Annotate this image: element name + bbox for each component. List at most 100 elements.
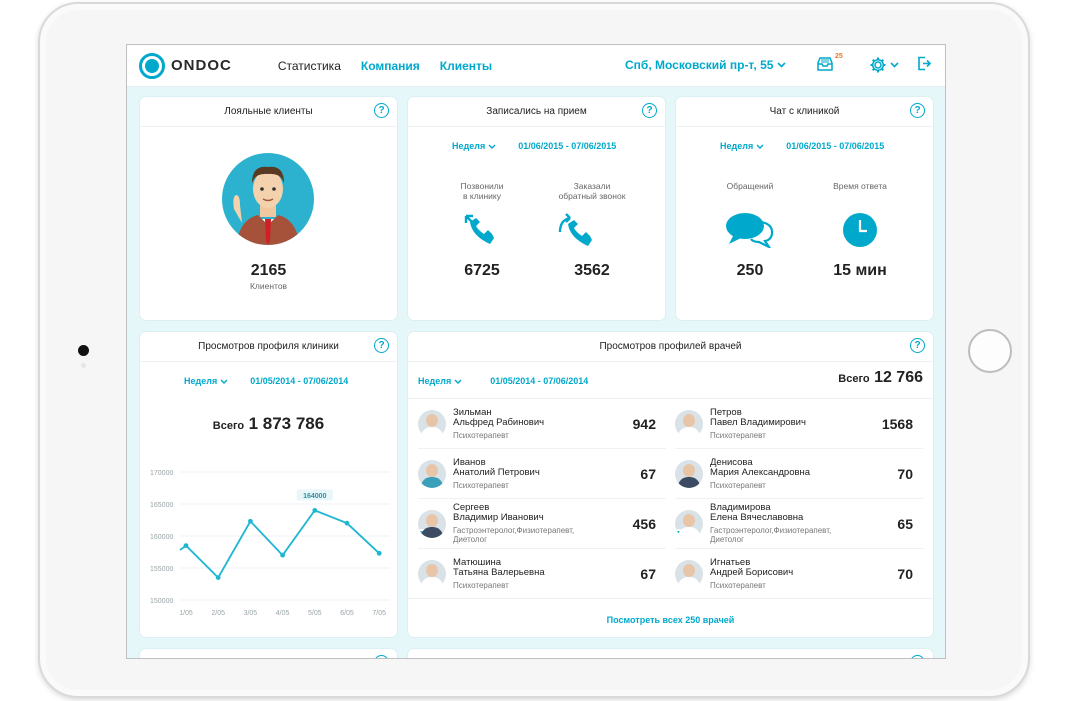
incoming-call-icon <box>464 214 494 244</box>
address-selector[interactable]: Спб, Московский пр-т, 55 <box>625 58 787 72</box>
doctor-info: Сергеев Владимир Иванович Гастроэнтеролог,… <box>453 503 574 545</box>
divider <box>675 498 923 499</box>
chevron-down-icon <box>454 379 462 384</box>
date-range[interactable]: 01/06/2015 - 07/06/2015 <box>786 141 885 151</box>
period-dropdown[interactable]: Неделя <box>720 141 764 151</box>
data-point <box>312 508 318 513</box>
chat-card: Чат с клиникой ? Неделя 01/06/2015 - 07/… <box>676 97 933 320</box>
period-label: Неделя <box>184 376 218 386</box>
doctor-name: Павел Владимирович <box>710 416 806 428</box>
help-icon[interactable]: ? <box>910 338 925 353</box>
period-dropdown[interactable]: Неделя <box>418 376 462 386</box>
card-header: Просмотров профилей врачей ? <box>408 332 933 362</box>
doctor-row[interactable]: Зильман Альфред Рабинович Психотерапевт 942 <box>418 399 666 448</box>
x-tick-label: 2/05 <box>211 610 225 617</box>
chevron-down-icon <box>756 144 764 149</box>
nav-company[interactable]: Компания <box>360 58 420 73</box>
logo[interactable]: ONDOC <box>139 52 232 79</box>
help-icon[interactable]: ? <box>374 655 389 658</box>
card-title: Чат с клиникой <box>769 106 840 117</box>
card-title: Просмотров профиля клиники <box>198 341 339 352</box>
doctor-specialty-line: Диетолог <box>453 535 488 544</box>
date-range[interactable]: 01/05/2014 - 07/06/2014 <box>250 376 349 386</box>
doctor-info: Зильман Альфред Рабинович Психотерапевт <box>453 407 544 440</box>
see-all-doctors-link[interactable]: Посмотреть всех 250 врачей <box>606 615 735 625</box>
doctor-specialty: Психотерапевт <box>453 431 544 440</box>
doctor-view-count: 1568 <box>881 415 913 432</box>
main-nav: Статистика Компания Клиенты <box>278 59 492 73</box>
period-label: Неделя <box>452 141 486 151</box>
doctor-name: Владимир Иванович <box>453 512 544 523</box>
doctor-name: Мария Александровна <box>710 466 811 478</box>
x-tick-label: 7/05 <box>372 610 386 617</box>
period-label: Неделя <box>418 376 452 386</box>
doctor-avatar <box>675 409 703 438</box>
doctor-surname: Матюшина <box>453 556 502 568</box>
period-dropdown[interactable]: Неделя <box>184 376 228 386</box>
doctor-row[interactable]: Игнатьев Андрей Борисович Психотерапевт 70 <box>675 549 923 598</box>
next-card: ? <box>140 649 397 658</box>
doctor-view-count: 67 <box>640 565 656 582</box>
doctor-info: Игнатьев Андрей Борисович Психотерапевт <box>710 557 793 590</box>
period-dropdown[interactable]: Неделя <box>452 141 496 151</box>
date-filter: Неделя 01/06/2015 - 07/06/2015 <box>720 141 884 151</box>
help-icon[interactable]: ? <box>374 338 389 353</box>
doctor-avatar <box>675 459 703 488</box>
appointments-card: Записались на прием ? Неделя 01/06/2015 … <box>408 97 665 320</box>
doctor-specialty: Гастроэнтеролог,Физиотерапевт, Диетолог <box>710 526 831 544</box>
online-status-icon <box>418 528 427 538</box>
called-label: Позвонили в клинику <box>460 181 504 201</box>
date-range[interactable]: 01/06/2015 - 07/06/2015 <box>518 141 617 151</box>
help-icon[interactable]: ? <box>910 655 925 658</box>
doctor-specialty: Психотерапевт <box>710 581 793 590</box>
doctor-row[interactable]: Матюшина Татьяна Валерьевна Психотерапевт 6… <box>418 549 666 598</box>
doctor-row[interactable]: Денисова Мария Александровна Психотерапевт… <box>675 449 923 498</box>
doctor-info: Петров Павел Владимирович Психотерапевт <box>710 406 806 440</box>
doctor-surname: Владимирова <box>710 502 771 513</box>
doctor-row[interactable]: Иванов Анатолий Петрович Психотерапевт 67 <box>418 449 666 498</box>
help-icon[interactable]: ? <box>642 103 657 118</box>
divider <box>675 548 923 549</box>
client-avatar <box>222 153 314 245</box>
help-icon[interactable]: ? <box>910 103 925 118</box>
logout-icon <box>918 56 932 71</box>
doctor-specialty-line: Гастроэнтеролог,Физиотерапевт, <box>710 526 832 535</box>
divider <box>418 548 666 549</box>
doctor-specialty-line: Диетолог <box>710 535 745 544</box>
doctor-specialty: Гастроэнтеролог,Физиотерапевт, Диетолог <box>453 526 574 544</box>
data-point <box>183 543 189 548</box>
doctor-row[interactable]: Петров Павел Владимирович Психотерапевт 156… <box>675 399 923 448</box>
doctor-view-count: 70 <box>897 565 913 582</box>
inbox-button[interactable]: 25 <box>816 53 843 72</box>
doctor-avatar <box>675 559 703 588</box>
doctor-view-count: 70 <box>897 465 913 482</box>
nav-statistics[interactable]: Статистика <box>277 58 341 73</box>
doctor-info: Денисова Мария Александровна Психотерапевт <box>710 457 811 490</box>
doctor-row[interactable]: Сергеев Владимир Иванович Гастроэнтеролог,… <box>418 499 666 548</box>
date-range[interactable]: 01/05/2014 - 07/06/2014 <box>490 376 589 386</box>
profile-views-card: Просмотров профиля клиники ? Неделя 01/0… <box>140 332 397 637</box>
help-icon[interactable]: ? <box>374 103 389 118</box>
doctor-specialty: Психотерапевт <box>710 481 810 490</box>
divider <box>408 398 933 399</box>
home-button[interactable] <box>968 329 1012 373</box>
doctor-name: Елена Вячеславовна <box>710 512 804 523</box>
settings-button[interactable] <box>869 56 899 74</box>
logout-button[interactable] <box>917 56 932 71</box>
card-header: Лояльные клиенты ? <box>140 97 397 127</box>
profile-views-chart: 170000 165000 160000 155000 150000 1/05 2/05 3/… <box>150 470 390 617</box>
callback-value: 3562 <box>574 262 610 279</box>
doctor-info: Матюшина Татьяна Валерьевна Психотерапевт <box>453 556 545 590</box>
nav-clients[interactable]: Клиенты <box>439 58 493 73</box>
doctor-surname: Петров <box>710 406 742 418</box>
x-tick-label: 6/05 <box>340 610 354 617</box>
doctor-specialty-line: Психотерапевт <box>453 580 509 590</box>
loyal-clients-card: Лояльные клиенты ? 2165 Клиентов <box>140 97 397 320</box>
chevron-down-icon <box>777 62 787 68</box>
requests-label: Обращений <box>726 181 774 191</box>
address-label: Спб, Московский пр-т, 55 <box>625 58 774 72</box>
doctor-row[interactable]: Владимирова Елена Вячеславовна Гастроэнтер… <box>675 499 923 548</box>
doctor-avatar <box>675 509 703 538</box>
divider <box>418 448 666 449</box>
doctor-specialty-line: Психотерапевт <box>710 480 766 490</box>
